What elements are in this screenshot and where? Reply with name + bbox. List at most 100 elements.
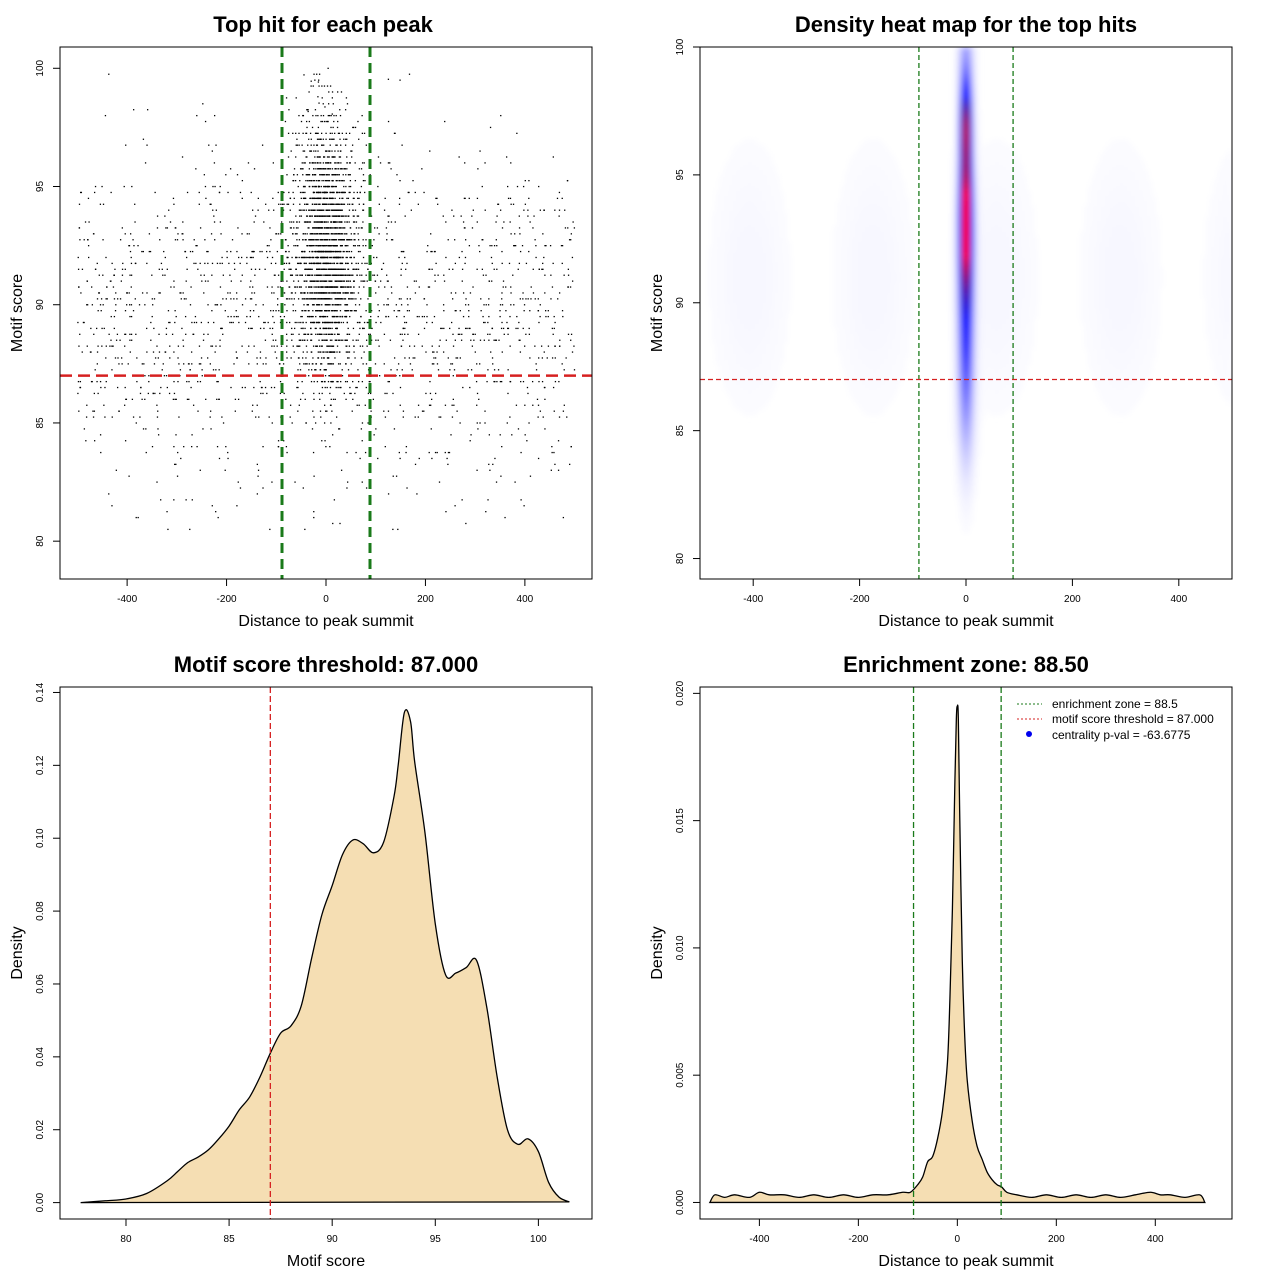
scatter-point	[121, 274, 124, 276]
scatter-point	[83, 239, 85, 241]
heatmap-cell	[738, 159, 743, 166]
scatter-point	[94, 268, 97, 270]
scatter-point	[340, 339, 342, 341]
scatter-point	[464, 162, 466, 164]
heatmap-cell	[840, 220, 845, 227]
scatter-point	[519, 351, 522, 353]
scatter-point	[218, 457, 221, 460]
heatmap-cell	[840, 328, 845, 334]
heatmap-cell	[768, 338, 773, 345]
scatter-point	[289, 274, 292, 276]
scatter-point	[194, 315, 197, 318]
heatmap-cell	[711, 210, 716, 217]
scatter-point	[175, 398, 177, 401]
scatter-point	[323, 262, 325, 265]
heatmap-cell	[840, 302, 845, 309]
scatter-point	[330, 398, 332, 401]
scatter-point	[271, 333, 273, 335]
scatter-point	[336, 174, 338, 176]
heatmap-cell	[779, 338, 785, 345]
heatmap-cell	[722, 180, 728, 186]
scatter-point	[400, 268, 402, 270]
heatmap-cell	[738, 359, 743, 365]
scatter-point	[320, 345, 323, 347]
scatter-point	[318, 191, 320, 194]
scatter-point	[336, 250, 338, 253]
scatter-point	[564, 227, 567, 229]
scatter-point	[352, 215, 355, 217]
scatter-point	[296, 321, 298, 324]
scatter-point	[363, 321, 366, 324]
scatter-point	[491, 262, 493, 265]
scatter-point	[293, 227, 295, 229]
scatter-point	[313, 209, 315, 211]
scatter-point	[236, 250, 238, 253]
scatter-point	[307, 174, 309, 176]
scatter-point	[91, 380, 93, 383]
scatter-point	[130, 262, 133, 265]
scatter-point	[487, 369, 489, 371]
scatter-point	[328, 227, 330, 229]
heatmap-cell	[722, 287, 728, 294]
scatter-point	[301, 274, 303, 276]
scatter-point	[330, 245, 332, 247]
scatter-point	[112, 345, 114, 347]
scatter-point	[334, 132, 336, 135]
scatter-point	[407, 191, 409, 194]
scatter-point	[331, 310, 333, 312]
scatter-point	[316, 227, 318, 229]
heatmap-cell	[749, 313, 754, 319]
heatmap-cell	[738, 374, 743, 380]
heatmap-cell	[726, 318, 731, 324]
heatmap-cell	[757, 246, 762, 253]
scatter-point	[297, 280, 300, 282]
heatmap-cell	[734, 307, 739, 314]
heatmap-cell	[715, 266, 720, 273]
scatter-point	[306, 280, 308, 282]
scatter-point	[351, 239, 353, 241]
scatter-point	[488, 280, 490, 282]
scatter-point	[516, 315, 518, 318]
heatmap-cell	[764, 241, 769, 247]
scatter-point	[386, 280, 389, 282]
scatter-point	[473, 339, 475, 341]
scatter-point	[289, 221, 291, 223]
heatmap-cell	[779, 272, 785, 278]
scatter-point	[381, 268, 383, 270]
scatter-point	[345, 286, 347, 288]
scatter-point	[290, 268, 292, 270]
scatter-point	[520, 451, 522, 454]
scatter-point	[252, 256, 254, 259]
scatter-point	[493, 268, 495, 270]
scatter-point	[338, 162, 340, 164]
heatmap-cell	[757, 149, 762, 155]
scatter-point	[330, 404, 332, 406]
scatter-point	[340, 215, 343, 217]
heatmap-cell	[757, 266, 762, 273]
heatmap-cell	[833, 287, 838, 294]
scatter-x-label: Distance to peak summit	[238, 613, 414, 630]
scatter-point	[257, 475, 259, 477]
scatter-point	[336, 262, 338, 265]
scatter-point	[502, 286, 504, 288]
scatter-point	[348, 174, 350, 176]
heatmap-cell	[772, 328, 777, 334]
heatmap-cell	[844, 210, 849, 217]
scatter-point	[461, 280, 463, 282]
heatmap-title: Density heat map for the top hits	[795, 12, 1137, 37]
scatter-point	[251, 292, 253, 294]
scatter-point	[292, 221, 295, 223]
scatter-point	[128, 475, 130, 477]
scatter-point	[311, 274, 313, 276]
scatter-point	[108, 493, 110, 495]
heatmap-cell	[753, 338, 758, 345]
scatter-point	[337, 292, 339, 294]
scatter-point	[517, 268, 519, 270]
scatter-point	[347, 245, 349, 247]
scatter-point	[385, 315, 387, 318]
heatmap-cell	[745, 405, 750, 411]
scatter-point	[297, 410, 299, 412]
scatter-point	[322, 138, 324, 140]
heatmap-cell	[848, 369, 853, 375]
heatmap-cell	[738, 328, 743, 334]
